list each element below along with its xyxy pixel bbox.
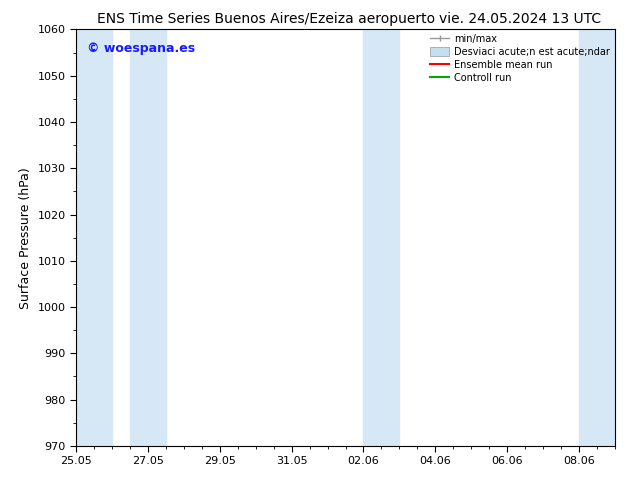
Legend: min/max, Desviaci acute;n est acute;ndar, Ensemble mean run, Controll run: min/max, Desviaci acute;n est acute;ndar… <box>428 32 612 85</box>
Text: vie. 24.05.2024 13 UTC: vie. 24.05.2024 13 UTC <box>439 12 601 26</box>
Bar <box>579 29 615 446</box>
Text: © woespana.es: © woespana.es <box>87 42 195 55</box>
Bar <box>363 29 399 446</box>
Bar <box>76 29 112 446</box>
Text: ENS Time Series Buenos Aires/Ezeiza aeropuerto: ENS Time Series Buenos Aires/Ezeiza aero… <box>97 12 436 26</box>
Bar <box>130 29 166 446</box>
Y-axis label: Surface Pressure (hPa): Surface Pressure (hPa) <box>19 167 32 309</box>
